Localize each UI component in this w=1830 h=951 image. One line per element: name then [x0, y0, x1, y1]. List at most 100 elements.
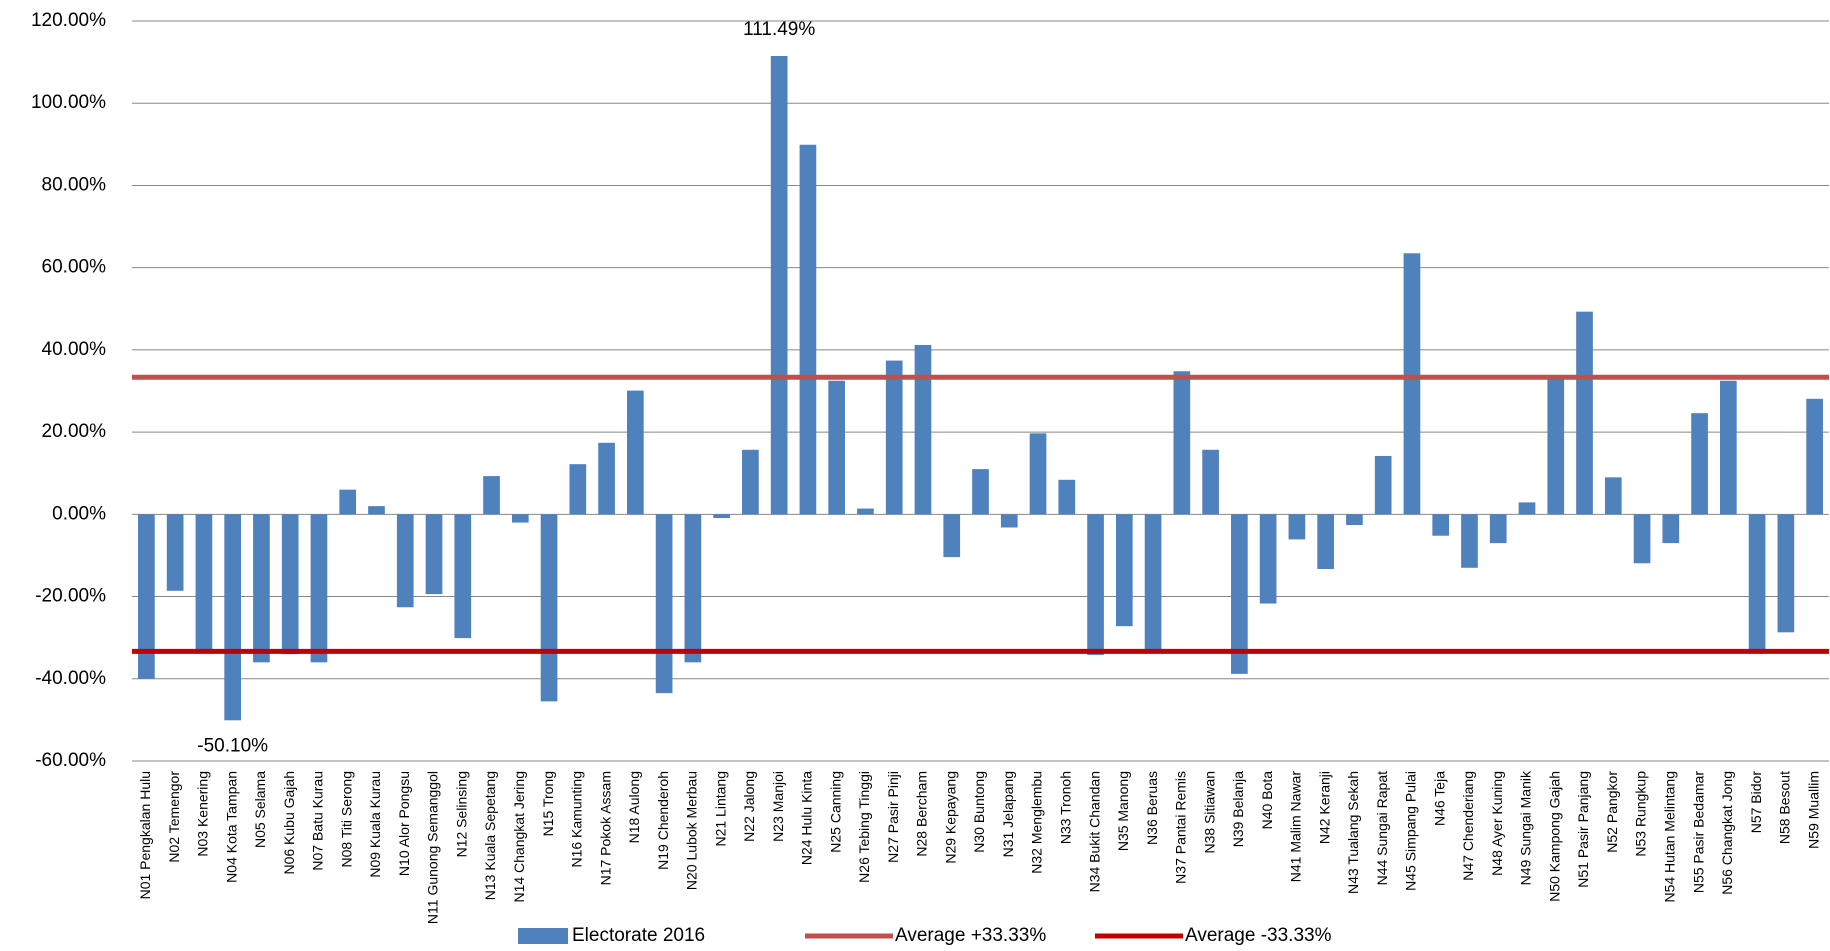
- bar: [655, 514, 673, 694]
- x-tick-label: N14 Changkat Jering: [511, 771, 527, 903]
- x-tick-label: N44 Sungai Rapat: [1374, 771, 1390, 886]
- bar: [368, 506, 385, 515]
- x-tick-label: N07 Batu Kurau: [310, 771, 326, 871]
- x-tick-label: N21 Lintang: [712, 771, 728, 847]
- x-tick-label: N59 Muallim: [1805, 771, 1821, 849]
- x-tick-label: N52 Pangkor: [1604, 771, 1620, 853]
- y-tick-label: 60.00%: [42, 257, 107, 278]
- x-tick-label: N36 Beruas: [1144, 771, 1160, 845]
- bar: [454, 514, 472, 639]
- bar: [914, 344, 932, 515]
- bar: [1518, 502, 1536, 515]
- x-tick-label: N50 Kampong Gajah: [1546, 771, 1562, 902]
- x-tick-label: N10 Alor Pongsu: [396, 771, 412, 876]
- x-tick-label: N42 Keranji: [1316, 771, 1332, 844]
- bar: [540, 514, 558, 702]
- bar: [972, 469, 989, 515]
- bar: [1432, 514, 1450, 536]
- y-tick-label: 100.00%: [31, 92, 106, 113]
- x-tick-label: N11 Gunong Semanggol: [425, 771, 441, 924]
- bar: [1288, 514, 1306, 540]
- x-tick-label: N45 Simpang Pulai: [1403, 771, 1419, 891]
- x-tick-label: N47 Chenderiang: [1460, 771, 1476, 881]
- bar: [799, 144, 817, 515]
- bar: [396, 514, 414, 608]
- bar: [1489, 514, 1507, 544]
- x-tick-label: N49 Sungai Manik: [1518, 770, 1534, 885]
- bar: [857, 508, 874, 515]
- x-tick-label: N17 Pokok Assam: [597, 771, 613, 885]
- bar: [339, 489, 357, 515]
- bar: [1058, 479, 1076, 515]
- x-tick-label: N02 Temengor: [166, 771, 182, 863]
- x-tick-label: N06 Kubu Gajah: [281, 771, 297, 875]
- x-tick-label: N23 Manjoi: [770, 771, 786, 842]
- bar: [253, 514, 270, 663]
- bar: [627, 390, 644, 515]
- x-tick-label: N18 Aulong: [626, 771, 642, 843]
- x-tick-label: N34 Bukit Chandan: [1086, 771, 1102, 892]
- x-tick-label: N24 Hulu Kinta: [799, 771, 815, 865]
- x-tick-label: N25 Canning: [827, 771, 843, 853]
- bar: [1547, 378, 1565, 515]
- y-tick-label: 120.00%: [31, 10, 106, 31]
- x-tick-label: N29 Kepayang: [942, 771, 958, 864]
- x-tick-label: N55 Pasir Bedamar: [1690, 771, 1706, 894]
- x-tick-label: N28 Bercham: [914, 771, 930, 857]
- bar: [1259, 514, 1277, 604]
- bar: [770, 55, 788, 515]
- data-label: -50.10%: [197, 735, 268, 756]
- x-tick-label: N09 Kuala Kurau: [367, 771, 383, 878]
- bar: [1087, 514, 1104, 655]
- bar: [828, 380, 846, 515]
- bar: [1202, 449, 1219, 515]
- x-tick-label: N57 Bidor: [1748, 771, 1764, 834]
- x-tick-label: N12 Selinsing: [453, 771, 469, 857]
- legend-label: Average -33.33%: [1185, 925, 1332, 946]
- x-tick-label: N37 Pantai Remis: [1173, 771, 1189, 884]
- x-tick-label: N58 Besout: [1777, 771, 1793, 844]
- x-tick-label: N01 Pengkalan Hulu: [137, 771, 153, 899]
- y-tick-label: 80.00%: [42, 174, 107, 195]
- bar: [1231, 514, 1248, 674]
- x-tick-label: N56 Changkat Jong: [1719, 771, 1735, 895]
- bar: [166, 514, 184, 591]
- bar: [1115, 514, 1133, 627]
- bar: [1719, 380, 1737, 515]
- bar: [1317, 514, 1334, 570]
- x-tick-label: N46 Teja: [1431, 771, 1447, 826]
- y-tick-label: 40.00%: [42, 339, 107, 360]
- y-tick-label: 0.00%: [52, 503, 106, 524]
- x-tick-label: N41 Malim Nawar: [1288, 771, 1304, 883]
- bar: [1403, 253, 1421, 515]
- bar: [1806, 398, 1823, 515]
- bar: [1777, 514, 1795, 633]
- bar: [684, 514, 702, 663]
- bar: [943, 514, 961, 558]
- x-tick-label: N08 Titi Serong: [338, 771, 354, 868]
- bar: [281, 514, 299, 655]
- x-tick-label: N30 Buntong: [971, 771, 987, 853]
- bar: [1461, 514, 1478, 568]
- x-tick-label: N26 Tebing Tinggi: [856, 771, 872, 883]
- bar: [1748, 514, 1766, 650]
- legend-label: Average +33.33%: [895, 925, 1046, 946]
- x-tick-label: N03 Kenering: [195, 771, 211, 857]
- x-tick-label: N48 Ayer Kuning: [1489, 771, 1505, 876]
- bar: [195, 514, 213, 653]
- x-tick-label: N27 Pasir Pinji: [885, 771, 901, 863]
- bar: [1000, 514, 1018, 528]
- bar: [1576, 311, 1593, 515]
- bar: [511, 514, 529, 523]
- x-tick-label: N04 Kota Tampan: [223, 771, 239, 883]
- x-tick-label: N22 Jalong: [741, 771, 757, 842]
- bar: [742, 449, 759, 515]
- x-tick-label: N33 Tronoh: [1057, 771, 1073, 844]
- x-tick-label: N05 Selama: [252, 771, 268, 848]
- bar: [1662, 514, 1680, 544]
- legend-label: Electorate 2016: [572, 925, 705, 946]
- y-tick-label: -60.00%: [35, 750, 106, 771]
- bar: [1604, 477, 1622, 515]
- y-tick-label: -20.00%: [35, 586, 106, 607]
